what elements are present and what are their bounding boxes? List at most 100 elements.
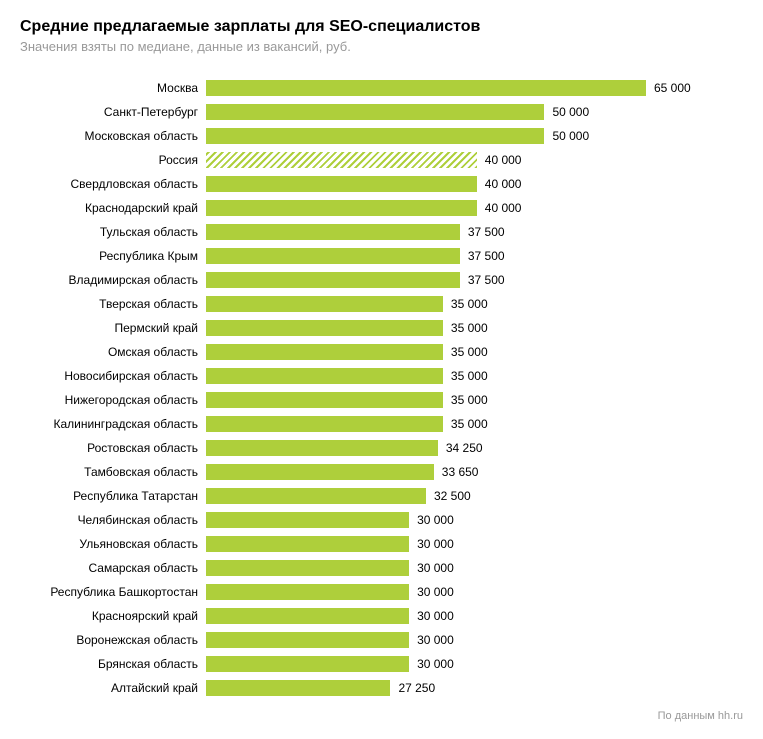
bar <box>206 488 426 504</box>
row-label: Россия <box>20 153 206 167</box>
bar-track: 40 000 <box>206 176 743 192</box>
bar-track: 35 000 <box>206 344 743 360</box>
bar <box>206 656 409 672</box>
bar-track: 34 250 <box>206 440 743 456</box>
chart-row: Санкт-Петербург50 000 <box>20 100 743 124</box>
row-label: Ульяновская область <box>20 537 206 551</box>
chart-title: Средние предлагаемые зарплаты для SEO-сп… <box>20 18 743 36</box>
row-label: Владимирская область <box>20 273 206 287</box>
row-label: Республика Татарстан <box>20 489 206 503</box>
bar <box>206 176 477 192</box>
bar <box>206 128 544 144</box>
row-label: Республика Крым <box>20 249 206 263</box>
row-label: Пермский край <box>20 321 206 335</box>
row-label: Алтайский край <box>20 681 206 695</box>
chart-row: Нижегородская область 35 000 <box>20 388 743 412</box>
row-label: Свердловская область <box>20 177 206 191</box>
bar <box>206 536 409 552</box>
row-label: Омская область <box>20 345 206 359</box>
bar-track: 37 500 <box>206 272 743 288</box>
bar <box>206 104 544 120</box>
row-value: 35 000 <box>443 368 488 384</box>
bar <box>206 392 443 408</box>
chart-row: Калининградская область 35 000 <box>20 412 743 436</box>
row-value: 35 000 <box>443 296 488 312</box>
bar-track: 30 000 <box>206 632 743 648</box>
row-label: Ростовская область <box>20 441 206 455</box>
bar-track: 30 000 <box>206 608 743 624</box>
bar <box>206 224 460 240</box>
chart-row: Республика Крым37 500 <box>20 244 743 268</box>
chart-row: Свердловская область 40 000 <box>20 172 743 196</box>
bar-track: 65 000 <box>206 80 743 96</box>
bar-track: 35 000 <box>206 392 743 408</box>
row-value: 30 000 <box>409 632 454 648</box>
chart-row: Тверская область 35 000 <box>20 292 743 316</box>
row-value: 30 000 <box>409 608 454 624</box>
row-label: Республика Башкортостан <box>20 585 206 599</box>
row-value: 35 000 <box>443 392 488 408</box>
row-value: 30 000 <box>409 584 454 600</box>
chart-row: Республика Башкортостан 30 000 <box>20 580 743 604</box>
row-label: Краснодарский край <box>20 201 206 215</box>
bar <box>206 464 434 480</box>
chart-row: Омская область35 000 <box>20 340 743 364</box>
chart-row: Москва 65 000 <box>20 76 743 100</box>
row-value: 65 000 <box>646 80 691 96</box>
row-label: Москва <box>20 81 206 95</box>
salary-bar-chart: Москва 65 000 Санкт-Петербург50 000Московс… <box>20 76 743 700</box>
row-label: Тамбовская область <box>20 465 206 479</box>
row-value: 50 000 <box>544 104 589 120</box>
row-label: Тверская область <box>20 297 206 311</box>
bar <box>206 584 409 600</box>
bar-track: 30 000 <box>206 512 743 528</box>
chart-row: Алтайский край 27 250 <box>20 676 743 700</box>
chart-row: Новосибирская область 35 000 <box>20 364 743 388</box>
row-label: Самарская область <box>20 561 206 575</box>
row-label: Брянская область <box>20 657 206 671</box>
row-label: Красноярский край <box>20 609 206 623</box>
chart-source: По данным hh.ru <box>20 710 743 722</box>
chart-row: Владимирская область37 500 <box>20 268 743 292</box>
row-value: 37 500 <box>460 224 505 240</box>
row-value: 40 000 <box>477 176 522 192</box>
chart-row: Брянская область 30 000 <box>20 652 743 676</box>
bar-track: 33 650 <box>206 464 743 480</box>
bar <box>206 200 477 216</box>
row-value: 50 000 <box>544 128 589 144</box>
row-label: Новосибирская область <box>20 369 206 383</box>
row-value: 33 650 <box>434 464 479 480</box>
row-label: Нижегородская область <box>20 393 206 407</box>
chart-row: Красноярский край 30 000 <box>20 604 743 628</box>
bar-track: 30 000 <box>206 560 743 576</box>
chart-row: Челябинская область30 000 <box>20 508 743 532</box>
bar <box>206 80 646 96</box>
bar-track: 27 250 <box>206 680 743 696</box>
row-value: 30 000 <box>409 560 454 576</box>
row-label: Калининградская область <box>20 417 206 431</box>
bar-track: 37 500 <box>206 248 743 264</box>
chart-row: Россия 40 000 <box>20 148 743 172</box>
chart-subtitle: Значения взяты по медиане, данные из вак… <box>20 39 743 54</box>
bar-track: 50 000 <box>206 104 743 120</box>
row-value: 27 250 <box>390 680 435 696</box>
bar-track: 40 000 <box>206 200 743 216</box>
row-value: 34 250 <box>438 440 483 456</box>
bar <box>206 344 443 360</box>
bar-track: 35 000 <box>206 368 743 384</box>
row-value: 35 000 <box>443 416 488 432</box>
row-label: Челябинская область <box>20 513 206 527</box>
bar-track: 32 500 <box>206 488 743 504</box>
bar <box>206 320 443 336</box>
row-label: Воронежская область <box>20 633 206 647</box>
bar-track: 35 000 <box>206 320 743 336</box>
bar <box>206 272 460 288</box>
chart-row: Московская область50 000 <box>20 124 743 148</box>
chart-row: Тульская область37 500 <box>20 220 743 244</box>
bar <box>206 608 409 624</box>
row-value: 35 000 <box>443 320 488 336</box>
row-value: 40 000 <box>477 152 522 168</box>
chart-row: Краснодарский край40 000 <box>20 196 743 220</box>
bar-track: 30 000 <box>206 656 743 672</box>
row-value: 30 000 <box>409 656 454 672</box>
